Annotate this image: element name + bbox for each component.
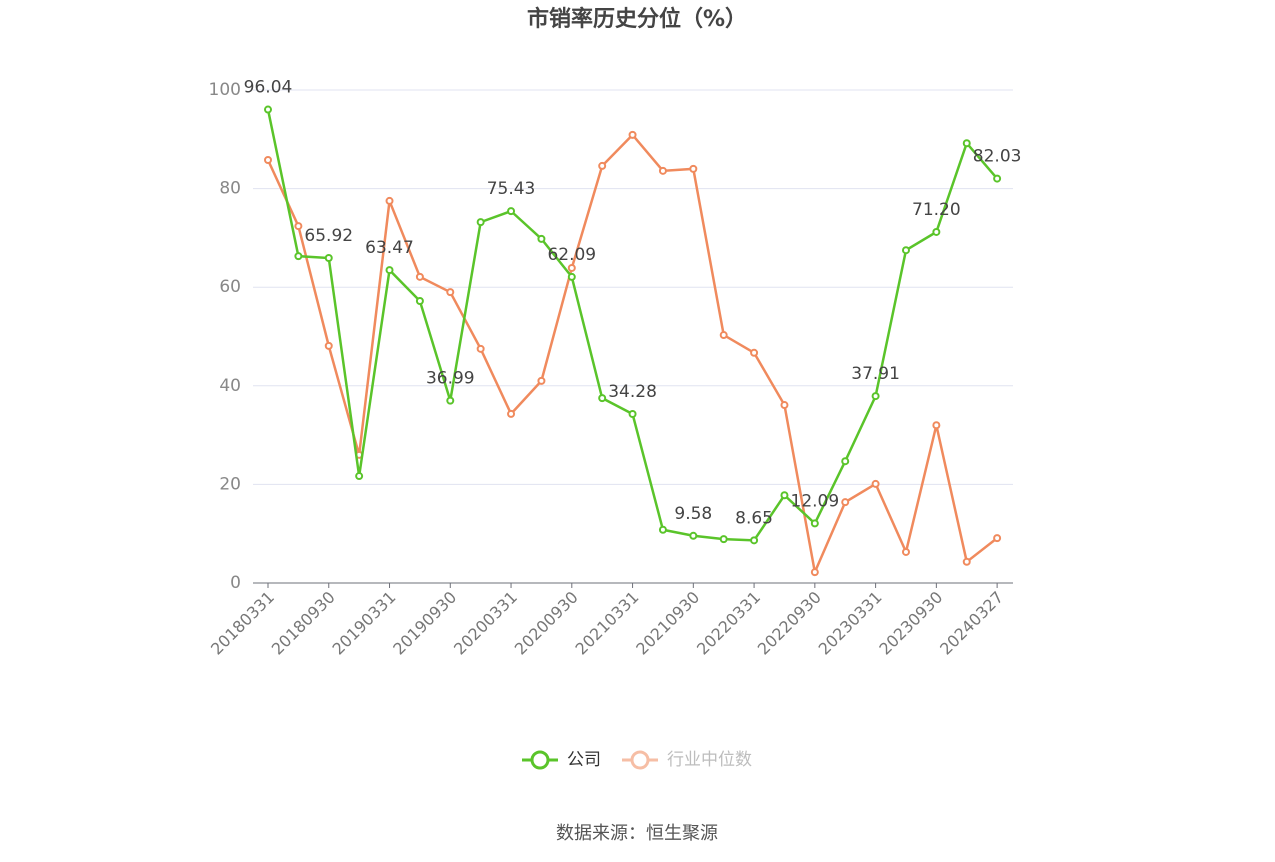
data-point <box>932 227 941 236</box>
data-point <box>598 394 607 403</box>
data-point <box>567 263 576 272</box>
data-label: 71.20 <box>912 200 961 220</box>
data-label: 12.09 <box>791 491 840 511</box>
legend-marker <box>530 750 550 770</box>
data-point <box>324 254 333 263</box>
legend-label: 行业中位数 <box>667 750 752 770</box>
data-point <box>294 222 303 231</box>
data-label: 63.47 <box>365 238 414 258</box>
data-point <box>355 472 364 481</box>
data-point <box>264 156 272 165</box>
data-point <box>719 535 728 544</box>
data-point <box>658 166 667 175</box>
x-tick-label: 20200331 <box>450 588 521 659</box>
y-tick-label: 100 <box>209 80 241 100</box>
data-label: 37.91 <box>851 364 900 384</box>
legend-marker <box>630 750 650 770</box>
data-point <box>841 498 850 507</box>
x-tick-label: 20230331 <box>815 588 886 659</box>
legend-label: 公司 <box>567 750 601 770</box>
data-point <box>962 139 971 148</box>
data-point <box>415 272 424 281</box>
data-point <box>932 421 941 430</box>
data-point <box>415 297 424 306</box>
data-point <box>476 218 485 227</box>
legend-item[interactable]: 公司 <box>522 750 601 770</box>
data-point <box>689 531 698 540</box>
data-point <box>567 272 576 281</box>
data-point <box>689 164 698 173</box>
data-point <box>871 392 880 401</box>
data-label: 8.65 <box>735 508 773 528</box>
data-point <box>810 568 819 577</box>
data-point <box>476 344 485 353</box>
data-point <box>507 409 516 418</box>
data-point <box>810 519 819 528</box>
data-point <box>719 331 728 340</box>
data-point <box>780 491 789 500</box>
data-point <box>901 246 910 255</box>
data-label: 34.28 <box>608 382 657 402</box>
y-tick-label: 0 <box>230 573 241 593</box>
data-point <box>385 266 394 275</box>
data-point <box>780 401 789 410</box>
x-tick-label: 20220331 <box>693 588 764 659</box>
data-point <box>871 479 880 488</box>
data-point <box>993 174 1002 183</box>
data-label: 82.03 <box>973 147 1022 167</box>
data-point <box>658 525 667 534</box>
y-tick-label: 20 <box>219 474 241 494</box>
data-point <box>841 457 850 466</box>
data-point <box>294 252 303 261</box>
y-tick-label: 80 <box>219 179 241 199</box>
data-point <box>598 161 607 170</box>
x-tick-label: 20180331 <box>207 588 278 659</box>
x-tick-label: 20190930 <box>389 588 460 659</box>
data-label: 9.58 <box>674 504 712 524</box>
x-tick-label: 20240327 <box>936 588 1007 659</box>
data-point <box>446 288 455 297</box>
data-label: 96.04 <box>244 78 293 98</box>
x-tick-label: 20180930 <box>268 588 339 659</box>
data-point <box>993 534 1002 543</box>
data-point <box>446 396 455 405</box>
data-label: 36.99 <box>426 369 475 389</box>
data-point <box>537 376 546 385</box>
x-tick-label: 20200930 <box>511 588 582 659</box>
chart-title: 市销率历史分位（%） <box>527 6 747 32</box>
x-tick-label: 20210331 <box>572 588 643 659</box>
x-tick-label: 20210930 <box>632 588 703 659</box>
data-point <box>628 130 637 139</box>
data-point <box>628 409 637 418</box>
data-point <box>264 105 272 114</box>
source-note: 数据来源：恒生聚源 <box>556 823 718 844</box>
y-tick-label: 60 <box>219 277 241 297</box>
data-point <box>901 547 910 556</box>
y-tick-label: 40 <box>219 376 241 396</box>
legend-item[interactable]: 行业中位数 <box>622 750 752 770</box>
x-tick-label: 20190331 <box>329 588 400 659</box>
x-tick-label: 20230930 <box>875 588 946 659</box>
data-label: 65.92 <box>304 226 353 246</box>
data-point <box>537 234 546 243</box>
data-point <box>507 207 516 216</box>
data-point <box>962 557 971 566</box>
data-label: 62.09 <box>547 245 596 265</box>
data-label: 75.43 <box>487 179 536 199</box>
series-line <box>266 109 999 542</box>
x-tick-label: 20220930 <box>754 588 825 659</box>
data-point <box>324 341 333 350</box>
data-point <box>750 536 759 545</box>
data-point <box>750 348 759 357</box>
data-point <box>385 196 394 205</box>
